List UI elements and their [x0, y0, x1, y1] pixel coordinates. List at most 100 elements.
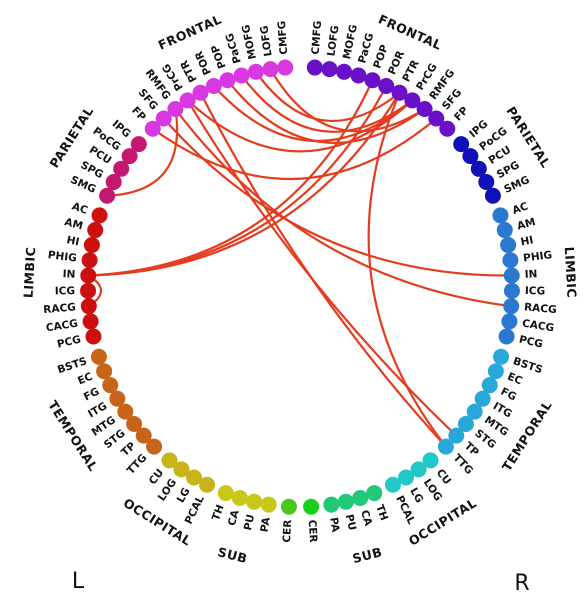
node-label: CACG [521, 318, 555, 335]
connection [199, 92, 447, 448]
node [492, 207, 509, 224]
node-label: PaCG [224, 32, 244, 65]
node-label: CA [226, 508, 242, 527]
node-label: AC [70, 200, 89, 217]
node [83, 237, 100, 254]
node-label: PA [259, 516, 273, 533]
node-label: PA [327, 517, 341, 534]
connection [88, 79, 374, 277]
node [453, 136, 470, 153]
hemisphere-label: R [514, 571, 529, 596]
node [91, 207, 108, 224]
node [186, 469, 202, 486]
node-label: ICG [55, 285, 75, 297]
nodes: CMFGLOFGMOFGPaCGPOPPORPTRPrCGRMFGSFGFPFR… [21, 11, 580, 566]
node-label: RACG [524, 301, 557, 316]
connection [186, 99, 458, 437]
node [231, 489, 248, 506]
node [323, 496, 340, 513]
node-label: CER [281, 519, 294, 543]
connection [367, 92, 447, 448]
connection [269, 68, 426, 133]
connection [226, 79, 426, 144]
node [500, 237, 517, 254]
node [87, 222, 104, 239]
node-label: PU [343, 513, 358, 531]
group-label: LIMBIC [21, 246, 39, 298]
node [478, 174, 495, 191]
node [306, 59, 323, 76]
edges [87, 68, 512, 448]
node-label: CA [358, 509, 374, 528]
node [262, 61, 279, 78]
node [82, 313, 99, 330]
node [99, 187, 116, 204]
node [219, 72, 236, 89]
node-label: PCG [56, 334, 82, 351]
group-label: SUB [351, 544, 384, 566]
node [503, 282, 520, 299]
node [484, 187, 501, 204]
node-label: TH [373, 503, 390, 522]
group-label: LIMBIC [562, 246, 580, 298]
node [179, 92, 196, 109]
node [246, 493, 263, 510]
node [105, 174, 122, 191]
node [457, 415, 474, 432]
connection [255, 71, 401, 123]
node-label: PCG [518, 334, 544, 351]
node-label: IN [524, 268, 537, 281]
node-label: CER [306, 519, 319, 543]
node [199, 476, 216, 493]
node [117, 403, 134, 420]
node [173, 461, 190, 478]
node-label: LG [175, 486, 193, 505]
node [113, 160, 130, 177]
node [366, 485, 383, 502]
node-label: LG [407, 486, 425, 505]
node [167, 101, 184, 118]
node [161, 452, 178, 469]
group-label: PARIETAL [46, 104, 96, 171]
node [416, 101, 433, 118]
node-label: ICG [525, 285, 545, 297]
node-label: CMFG [276, 20, 290, 55]
hemisphere-label: L [72, 569, 85, 594]
node [398, 469, 414, 486]
node [192, 84, 209, 101]
node [501, 313, 518, 330]
group-label: PARIETAL [504, 104, 554, 171]
node [336, 63, 353, 80]
node [493, 348, 510, 365]
node [135, 427, 152, 444]
node [321, 61, 338, 78]
connection [174, 108, 512, 308]
node [280, 498, 297, 515]
node-label: TH [210, 503, 227, 522]
node [205, 78, 222, 95]
node [439, 120, 456, 137]
node [260, 496, 277, 513]
node-label: AM [516, 216, 537, 232]
node [498, 328, 515, 345]
group-label: SUB [216, 544, 249, 566]
node-label: EC [76, 371, 95, 388]
node [470, 160, 487, 177]
node-label: LOFG [325, 25, 341, 57]
node [80, 267, 97, 284]
node-label: PHIG [47, 249, 77, 264]
node-label: IN [62, 268, 75, 281]
node [121, 148, 138, 165]
node-label: MOFG [240, 23, 259, 60]
node [277, 59, 294, 76]
node [422, 452, 439, 469]
node [428, 110, 445, 127]
node-label: PU [242, 513, 257, 531]
node [80, 282, 97, 299]
node-label: CMFG [310, 20, 324, 55]
node-label: PHIG [523, 249, 553, 264]
node [90, 348, 107, 365]
connection [152, 117, 437, 181]
node-label: FG [499, 386, 518, 404]
node [217, 485, 234, 502]
